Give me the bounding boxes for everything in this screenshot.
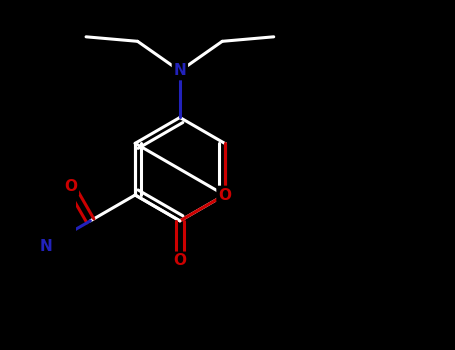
Text: N: N — [173, 63, 186, 78]
Text: O: O — [218, 188, 231, 203]
Text: O: O — [173, 253, 187, 268]
Text: O: O — [64, 180, 77, 194]
Text: N: N — [39, 239, 52, 254]
